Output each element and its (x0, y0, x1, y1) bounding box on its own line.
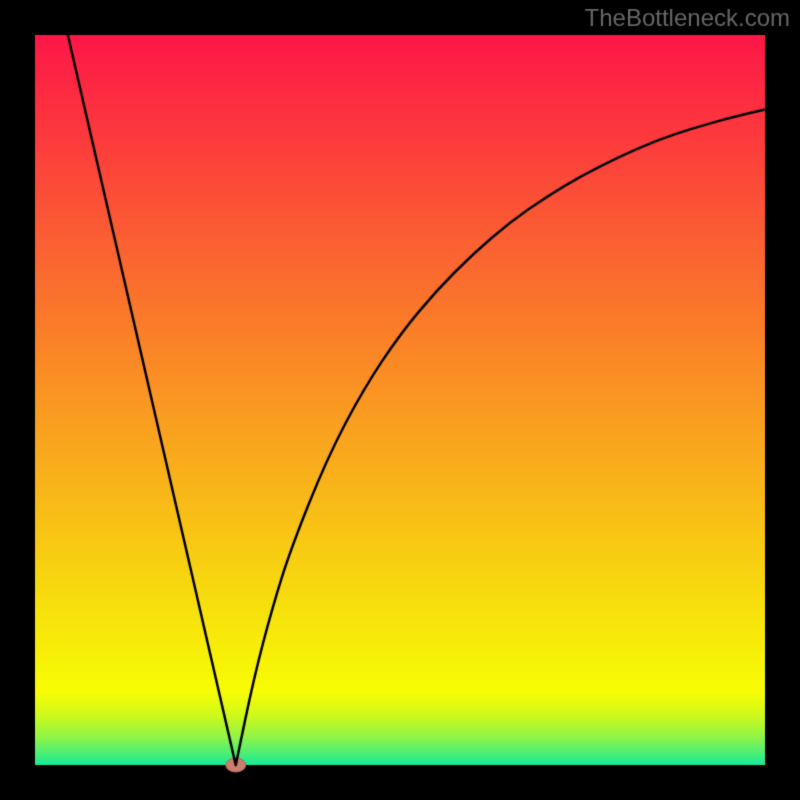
bottleneck-chart (0, 0, 800, 800)
